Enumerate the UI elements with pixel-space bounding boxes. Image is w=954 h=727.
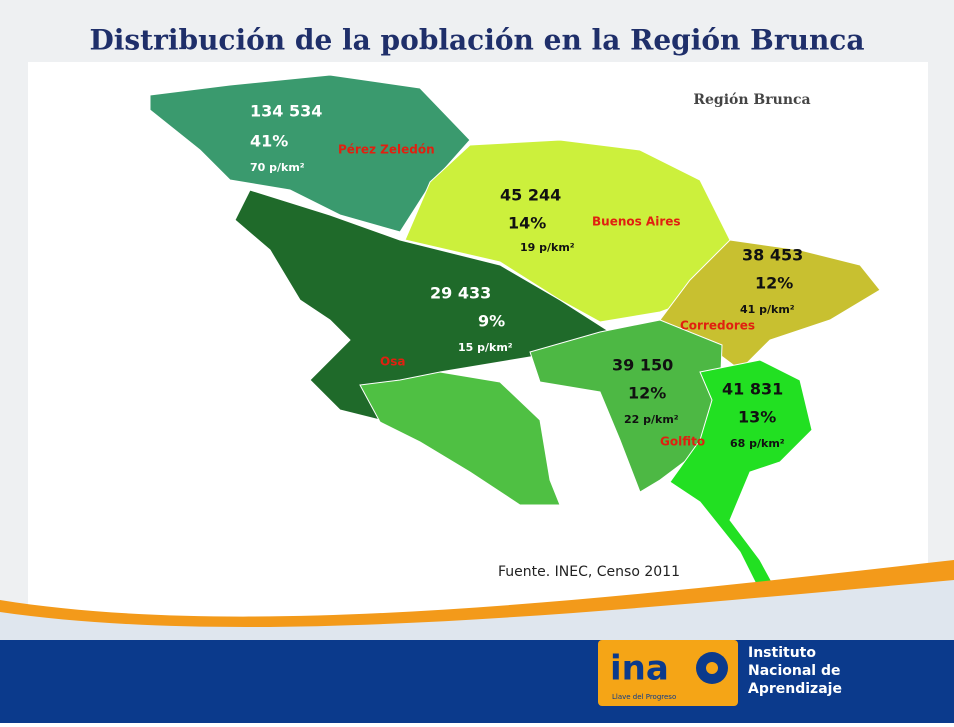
footer-bar [0, 640, 954, 723]
region-coto-brus [669, 359, 813, 593]
density: 15 p/km² [458, 341, 513, 354]
density: 22 p/km² [624, 413, 679, 426]
logo-key-hole [706, 662, 718, 674]
density: 70 p/km² [250, 161, 305, 174]
institution-line: Aprendizaje [748, 681, 842, 697]
title: Distribución de la población en la Regió… [89, 24, 864, 57]
footer: ina Llave del Progreso Instituto Naciona… [0, 560, 954, 723]
region-golfito [529, 319, 723, 493]
percent: 13% [738, 408, 776, 427]
region-name: Pérez Zeledón [338, 143, 435, 157]
region-name: Corredores [680, 319, 755, 333]
population: 45 244 [500, 186, 561, 205]
population: 134 534 [250, 102, 322, 121]
percent: 12% [628, 384, 666, 403]
percent: 9% [478, 312, 505, 331]
region-peninsula [359, 371, 561, 506]
institution-line: Instituto [748, 645, 816, 661]
density: 68 p/km² [730, 437, 785, 450]
institution-line: Nacional de [748, 663, 840, 679]
population: 39 150 [612, 356, 673, 375]
population: 38 453 [742, 246, 803, 265]
swoosh-light [0, 580, 954, 640]
region-name: Golfito [660, 435, 705, 449]
percent: 14% [508, 214, 546, 233]
region-name: Buenos Aires [592, 215, 681, 229]
percent: 12% [755, 274, 793, 293]
source: Fuente. INEC, Censo 2011 [498, 564, 680, 580]
region-perez-zeledon [149, 74, 471, 233]
percent: 41% [250, 132, 288, 151]
labels: 134 534 41% 70 p/km² Pérez Zeledón 45 24… [250, 102, 803, 581]
map [149, 74, 881, 593]
region-name: Osa [380, 355, 405, 369]
map-label: Región Brunca [693, 92, 810, 108]
logo-text: ina [610, 649, 669, 689]
population: 41 831 [722, 380, 783, 399]
density: 41 p/km² [740, 303, 795, 316]
population: 29 433 [430, 284, 491, 303]
slogan: Llave del Progreso [612, 693, 676, 701]
density: 19 p/km² [520, 241, 575, 254]
swoosh-orange [0, 560, 954, 644]
region-corredores [659, 239, 881, 371]
